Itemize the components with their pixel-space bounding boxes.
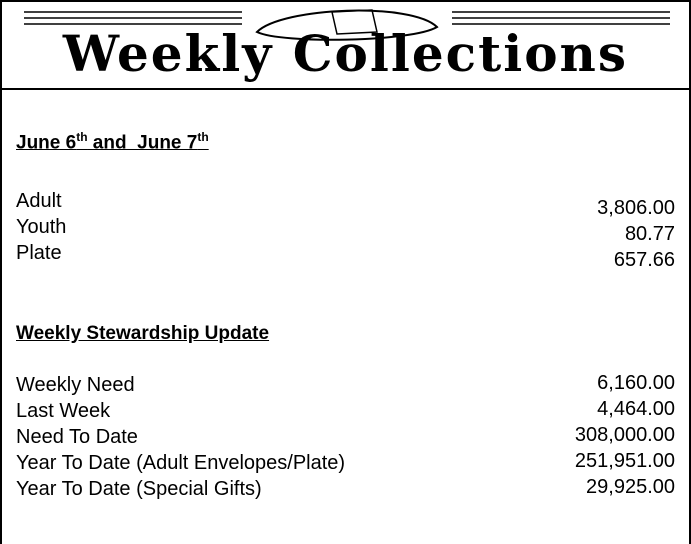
title-bar: Weekly Collections bbox=[2, 2, 689, 90]
section-heading: June 6th and June 7th bbox=[16, 130, 209, 154]
row-label: Year To Date (Adult Envelopes/Plate) bbox=[16, 452, 346, 474]
heading-text: June 6 bbox=[16, 132, 77, 154]
row-label: Adult bbox=[16, 190, 62, 212]
title-decoration bbox=[24, 9, 670, 41]
superscript: th bbox=[76, 130, 88, 144]
row-amount: 29,925.00 bbox=[586, 476, 675, 498]
row-label: Weekly Need bbox=[16, 374, 135, 396]
row-label: Year To Date (Special Gifts) bbox=[16, 478, 262, 500]
row-label: Last Week bbox=[16, 400, 111, 422]
row-label: Plate bbox=[16, 242, 62, 264]
row-amount: 308,000.00 bbox=[574, 424, 675, 446]
row-amount: 657.66 bbox=[613, 249, 675, 271]
row-label: Youth bbox=[16, 216, 67, 238]
row-amount: 80.77 bbox=[624, 223, 675, 245]
row-amount: 6,160.00 bbox=[597, 372, 675, 394]
row-amount: 4,464.00 bbox=[597, 398, 675, 420]
row-amount: 3,806.00 bbox=[597, 197, 675, 219]
row-label: Need To Date bbox=[16, 426, 138, 448]
row-amount: 251,951.00 bbox=[574, 450, 675, 472]
title: Weekly Collections bbox=[62, 24, 629, 83]
heading-text: and June 7 bbox=[87, 132, 198, 154]
section-heading: Weekly Stewardship Update bbox=[16, 323, 270, 344]
superscript: th bbox=[197, 130, 209, 144]
